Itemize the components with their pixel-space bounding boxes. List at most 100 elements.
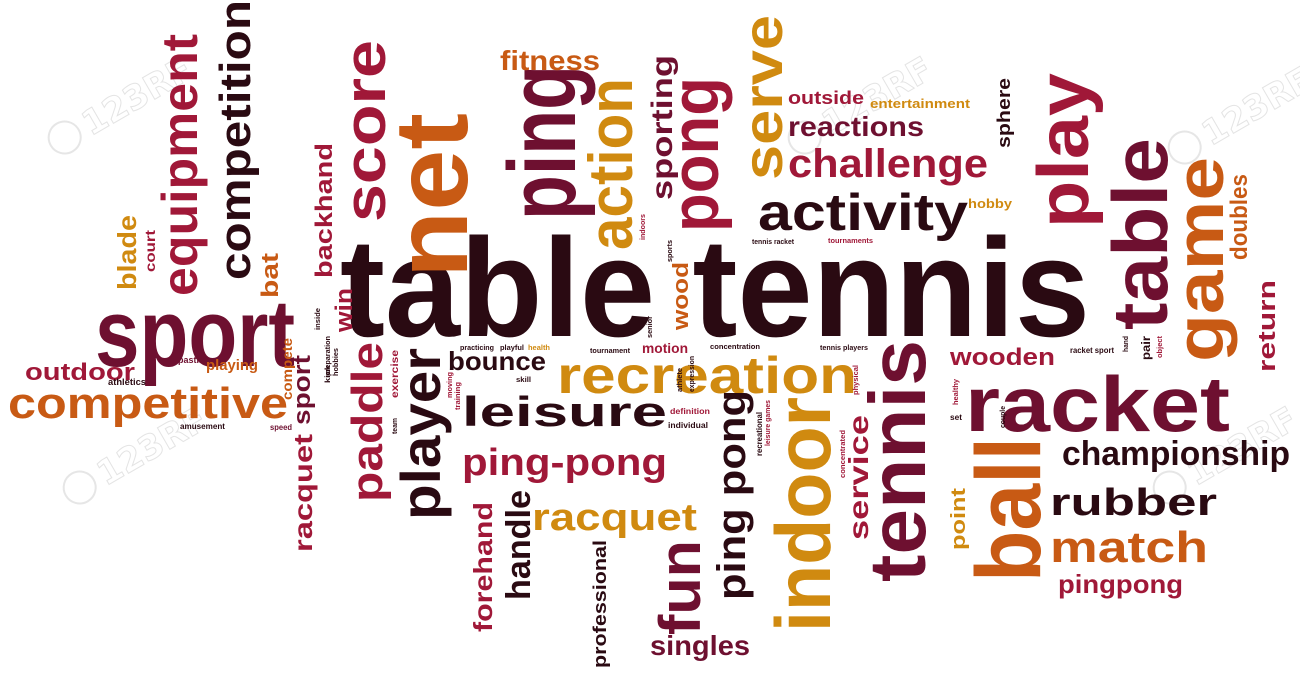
word-outside: outside	[788, 88, 864, 108]
word-outdoor: outdoor	[25, 359, 135, 386]
word-table-vertical: table	[1096, 138, 1184, 330]
word-pastime: pastime	[178, 355, 212, 365]
word-indoor: indoor	[759, 397, 847, 632]
word-set: set	[950, 413, 962, 422]
word-tennis-players: tennis players	[820, 345, 868, 352]
word-couple: couple	[1000, 406, 1007, 428]
word-racquet-vertical: racquet	[288, 434, 318, 552]
word-leisure: leisure	[462, 388, 667, 435]
word-healthy: healthy	[953, 379, 960, 405]
word-preparation: preparation	[325, 336, 332, 376]
word-exercise: exercise	[390, 349, 401, 398]
word-action: action	[577, 78, 646, 250]
word-practicing: practicing	[460, 345, 494, 352]
word-serve: serve	[731, 15, 794, 180]
word-ping-pong-vertical: ping pong	[710, 390, 754, 600]
word-moving: moving	[447, 372, 454, 398]
word-physical: physical	[853, 365, 860, 395]
word-equipment: equipment	[152, 34, 208, 296]
word-bat: bat	[257, 253, 284, 298]
word-ping: ping	[489, 65, 596, 220]
word-fun: fun	[648, 540, 713, 635]
word-point: point	[948, 488, 970, 550]
word-sports: sports	[667, 240, 674, 262]
word-inside: inside	[315, 308, 322, 330]
word-fitness: fitness	[500, 45, 600, 76]
word-forehand: forehand	[468, 502, 498, 632]
word-recreation: recreation	[557, 347, 857, 405]
word-wood: wood	[668, 262, 693, 331]
word-play: play	[1024, 73, 1104, 228]
word-service: service	[843, 415, 874, 540]
word-backhand: backhand	[311, 143, 338, 278]
word-health: health	[528, 345, 550, 352]
word-kick: kick	[325, 365, 332, 383]
word-game: game	[1162, 157, 1238, 362]
watermark-logo-icon	[47, 120, 82, 155]
word-court: court	[142, 230, 158, 272]
word-tennis-vertical: tennis	[853, 340, 942, 582]
word-competitive: competitive	[8, 379, 288, 428]
word-hand: hand	[1123, 336, 1130, 352]
word-ping-pong-hyphen: ping-pong	[462, 442, 667, 484]
word-indoors: indoors	[640, 214, 647, 240]
word-sport: sport	[95, 280, 295, 387]
word-sport-vertical: sport	[289, 355, 316, 425]
word-team: team	[392, 418, 399, 434]
word-player: player	[389, 348, 452, 520]
word-return: return	[1254, 280, 1281, 372]
word-ball: ball	[958, 437, 1060, 582]
word-tennis-racket: tennis racket	[752, 239, 795, 246]
word-motion: motion	[642, 340, 688, 356]
watermark-text: 123RF	[1195, 59, 1300, 154]
word-doubles: doubles	[1226, 174, 1253, 260]
watermark-logo-icon	[787, 120, 822, 155]
word-athletics: athletics	[108, 377, 146, 387]
word-challenge: challenge	[788, 142, 988, 186]
word-table-tennis: table tennis	[340, 209, 1090, 366]
word-championship: championship	[1062, 435, 1290, 473]
word-object: object	[1157, 335, 1164, 358]
word-skill: skill	[516, 377, 531, 384]
word-handle: handle	[500, 490, 538, 600]
word-competition: competition	[211, 0, 260, 280]
word-training: training	[455, 382, 462, 410]
word-playing: playing	[206, 357, 258, 374]
word-entertainment: entertainment	[870, 96, 971, 111]
word-singles: singles	[650, 630, 750, 661]
watermark-logo-icon	[1152, 470, 1187, 505]
word-playful: playful	[500, 345, 524, 352]
word-individual: individual	[668, 421, 708, 430]
word-match: match	[1050, 523, 1208, 572]
word-amusement: amusement	[180, 422, 225, 431]
word-wooden: wooden	[949, 344, 1055, 371]
word-senior: senior	[647, 316, 654, 338]
word-tournament: tournament	[590, 348, 631, 355]
word-athlete: athlete	[677, 368, 684, 392]
word-sporting: sporting	[646, 55, 679, 200]
word-net: net	[374, 113, 490, 278]
word-activity: activity	[758, 184, 968, 242]
word-professional: professional	[590, 540, 610, 668]
word-tournaments: tournaments	[828, 238, 873, 245]
word-recreational: recreational	[755, 412, 764, 456]
word-win: win	[331, 288, 358, 333]
word-racket: racket	[965, 360, 1230, 448]
word-definition: definition	[670, 407, 710, 416]
word-paddle: paddle	[343, 342, 392, 502]
word-score: score	[333, 40, 398, 222]
watermark-logo-icon	[62, 470, 97, 505]
word-hobby: hobby	[968, 196, 1013, 211]
word-reactions: reactions	[788, 111, 924, 142]
word-hobbies: hobbies	[333, 348, 340, 376]
watermark-logo-icon	[1167, 130, 1202, 165]
word-pong: pong	[657, 77, 733, 232]
word-compete: compete	[279, 338, 295, 400]
word-bounce: bounce	[448, 346, 546, 376]
word-sphere: sphere	[994, 78, 1014, 148]
word-concentration: concentration	[710, 344, 760, 351]
word-pingpong: pingpong	[1058, 569, 1183, 599]
